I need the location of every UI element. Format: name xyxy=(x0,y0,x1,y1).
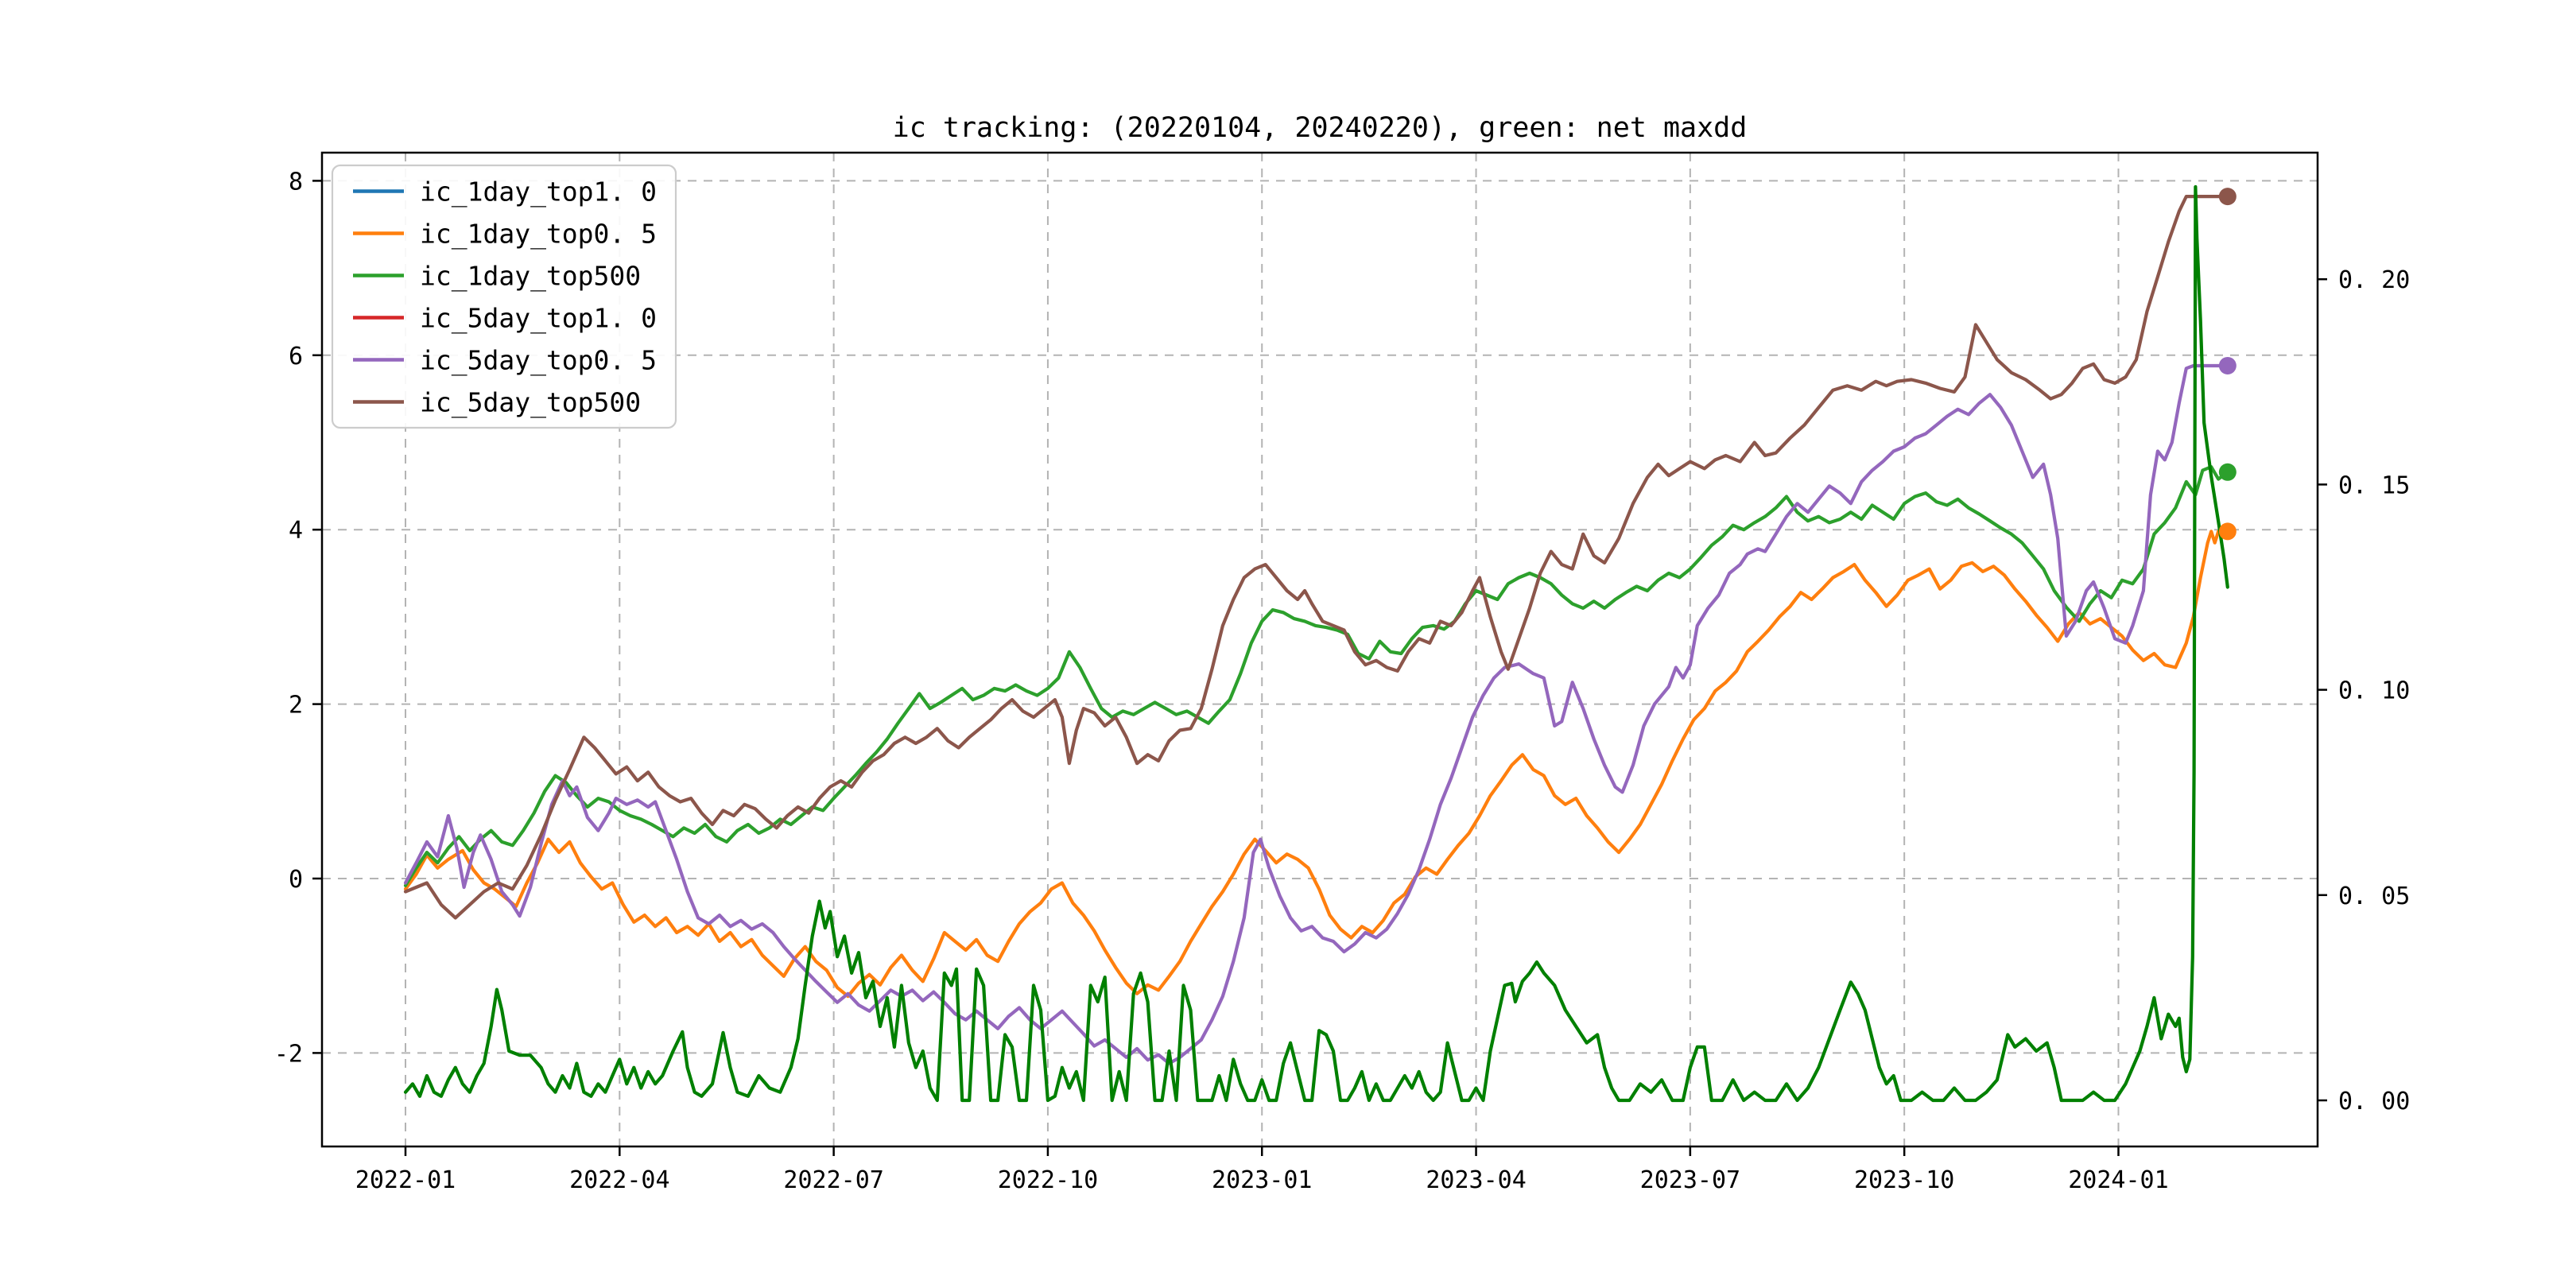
series-line-ic_1day_top500 xyxy=(403,465,2229,887)
y-left-tick-label: -2 xyxy=(274,1040,303,1068)
legend-label: ic_1day_top1. 0 xyxy=(420,177,657,208)
x-tick-label: 2022-01 xyxy=(355,1166,456,1194)
series-lines xyxy=(403,184,2229,1103)
y-right-tick-label: 0. 20 xyxy=(2338,266,2410,294)
legend-item: ic_5day_top500 xyxy=(353,387,641,419)
legend-item: ic_1day_top500 xyxy=(353,261,641,293)
x-tick-label: 2023-01 xyxy=(1212,1166,1312,1194)
end-dot-ic_1day_top0.5 xyxy=(2218,522,2237,541)
axes xyxy=(312,151,2327,1156)
y-left-tick-label: 6 xyxy=(289,343,303,370)
legend-item: ic_1day_top1. 0 xyxy=(353,177,657,208)
legend-label: ic_1day_top500 xyxy=(420,261,641,293)
y-right-tick-label: 0. 05 xyxy=(2338,883,2410,910)
end-dot-ic_5day_top0.5 xyxy=(2218,356,2237,374)
legend-item: ic_5day_top0. 5 xyxy=(353,345,657,377)
series-line-ic_5day_top0.5 xyxy=(403,363,2229,1065)
x-tick-label: 2022-07 xyxy=(783,1166,883,1194)
x-tick-label: 2022-04 xyxy=(569,1166,669,1194)
x-tick-label: 2023-07 xyxy=(1640,1166,1740,1194)
tick-labels: 2022-01 2022-04 2022-07 2022-10 2023-01 2023-… xyxy=(274,168,2410,1194)
legend-box xyxy=(331,164,677,429)
legend-item: ic_1day_top0. 5 xyxy=(353,219,657,250)
legend: ic_1day_top1. 0 ic_1day_top0. 5 ic_1day_to… xyxy=(331,164,677,429)
y-right-tick-label: 0. 00 xyxy=(2338,1088,2410,1115)
y-right-tick-label: 0. 15 xyxy=(2338,471,2410,499)
end-dot-ic_1day_top500 xyxy=(2218,463,2237,481)
legend-label: ic_5day_top500 xyxy=(420,387,641,419)
series-line-net_maxdd xyxy=(403,184,2229,1103)
y-left-tick-label: 8 xyxy=(289,168,303,196)
y-left-tick-label: 4 xyxy=(289,517,303,545)
x-tick-label: 2024-01 xyxy=(2068,1166,2168,1194)
legend-label: ic_1day_top0. 5 xyxy=(420,219,657,250)
legend-label: ic_5day_top1. 0 xyxy=(420,303,657,335)
series-line-ic_1day_top0.5 xyxy=(403,530,2229,999)
y-left-tick-label: 0 xyxy=(289,866,303,894)
x-tick-label: 2023-10 xyxy=(1854,1166,1954,1194)
plot-border xyxy=(320,151,2319,1148)
x-tick-label: 2023-04 xyxy=(1426,1166,1526,1194)
y-right-tick-label: 0. 10 xyxy=(2338,677,2410,705)
series-end-dots xyxy=(2218,188,2237,541)
legend-label: ic_5day_top0. 5 xyxy=(420,345,657,377)
legend-item: ic_5day_top1. 0 xyxy=(353,303,657,335)
series-line-ic_5day_top500 xyxy=(403,195,2229,920)
y-left-tick-label: 2 xyxy=(289,692,303,720)
chart-title: ic tracking: (20220104, 20240220), green… xyxy=(893,112,1748,144)
end-dot-ic_5day_top500 xyxy=(2218,188,2237,206)
x-tick-label: 2022-10 xyxy=(998,1166,1098,1194)
